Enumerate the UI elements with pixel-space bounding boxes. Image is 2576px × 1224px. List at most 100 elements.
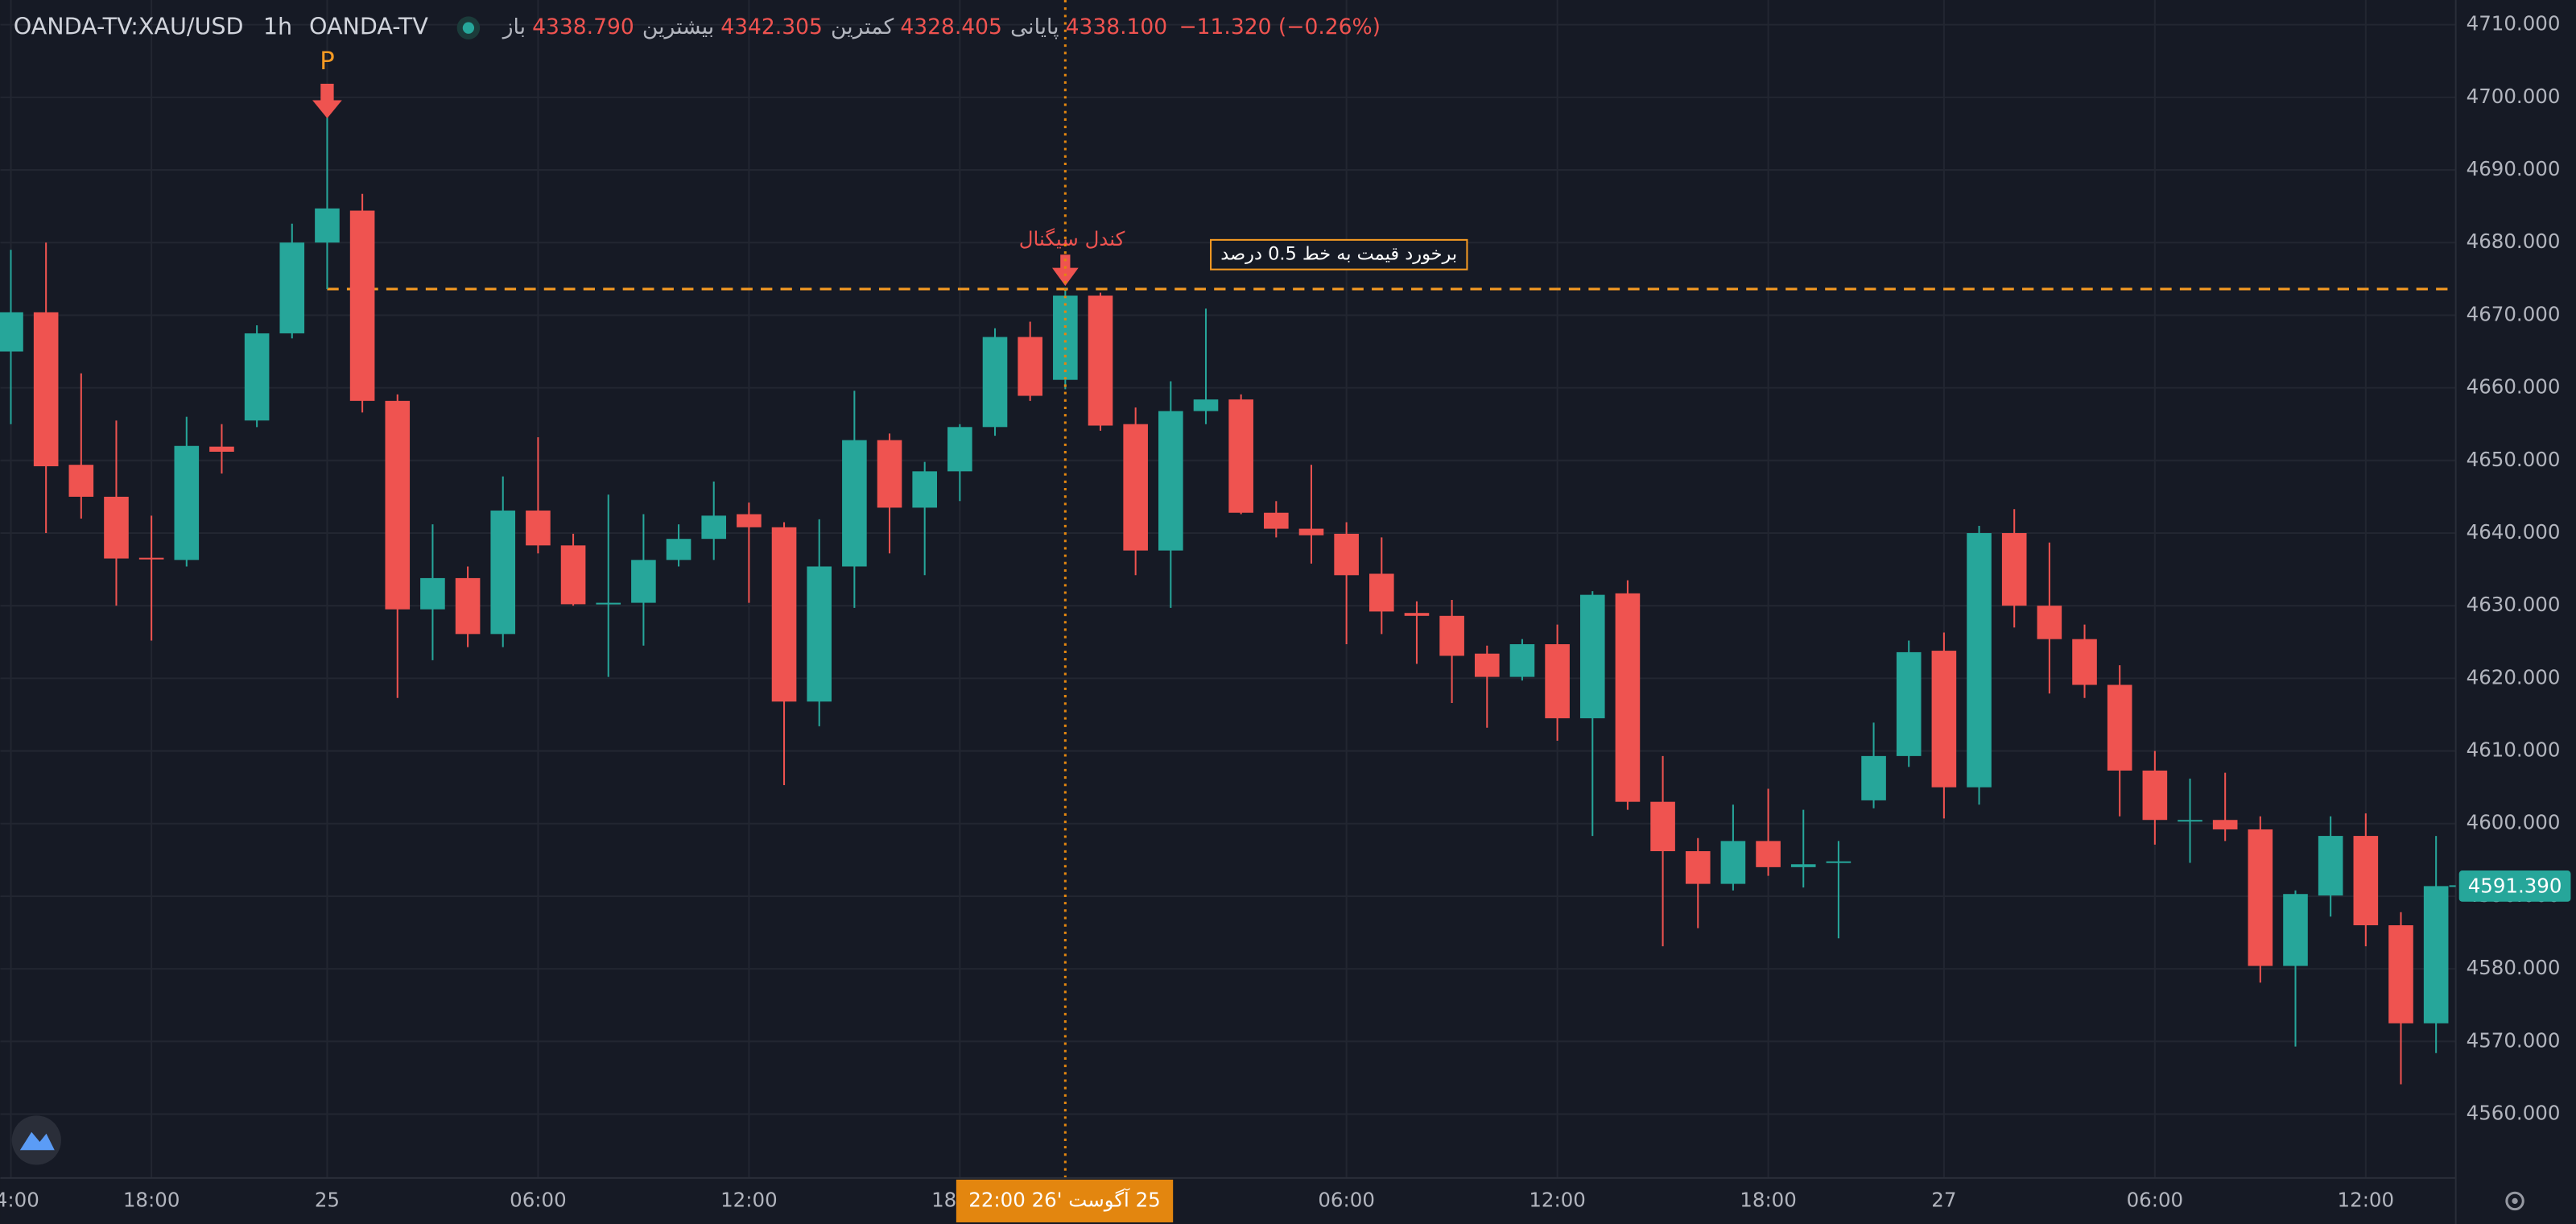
candle-body [1756, 841, 1781, 867]
candle-body [1931, 651, 1957, 788]
y-tick-label: 4630.000 [2467, 593, 2561, 616]
candle-body [1790, 864, 1816, 867]
candle-body [1018, 337, 1042, 396]
x-tick-label: 06:00 [2127, 1188, 2184, 1211]
candle-body [2037, 606, 2062, 639]
candle-body [244, 333, 270, 421]
candle-body [1228, 399, 1253, 513]
candle-body [912, 471, 937, 508]
candle-body [455, 577, 481, 635]
candle-body [0, 312, 23, 352]
candle-body [596, 602, 621, 605]
candle-body [2212, 820, 2238, 829]
y-tick-label: 4700.000 [2467, 85, 2561, 108]
ohlc-label: پایانی [1010, 14, 1059, 39]
candle-body [1896, 651, 1922, 756]
y-tick-label: 4570.000 [2467, 1028, 2561, 1052]
candle-body [209, 446, 234, 452]
candle-body [1826, 861, 1852, 863]
candle-body [1404, 613, 1430, 616]
y-tick-label: 4660.000 [2467, 375, 2561, 399]
candle-body [631, 560, 656, 603]
candle-body [1650, 801, 1675, 852]
y-tick-label: 4640.000 [2467, 520, 2561, 544]
x-tick-label: 14:00 [0, 1188, 39, 1211]
signal-arrow [1052, 254, 1079, 287]
candle-body [701, 515, 727, 540]
candle-body [279, 242, 305, 333]
interval[interactable]: 1h [263, 13, 292, 40]
candle-body [174, 445, 200, 560]
candle-body [104, 496, 129, 559]
candle-body [666, 539, 691, 560]
candle-body [947, 427, 972, 472]
x-tick-label: 18:00 [1740, 1188, 1797, 1211]
candle-body [560, 545, 586, 605]
candle-body [842, 440, 867, 567]
ohlc-value: 4338.790 [532, 14, 634, 39]
candle-body [2283, 894, 2308, 966]
candle-body [2248, 829, 2273, 966]
candle-body [526, 511, 551, 546]
candle-body [1685, 851, 1711, 884]
gear[interactable] [2505, 1191, 2524, 1211]
candle-body [1368, 573, 1394, 612]
logo[interactable] [11, 1115, 61, 1165]
candle-body [1264, 512, 1289, 529]
ohlc-value: 4328.405 [900, 14, 1002, 39]
x-tick-label: 12:00 [2338, 1188, 2395, 1211]
status-dot [462, 22, 475, 34]
y-tick-label: 4600.000 [2467, 811, 2561, 834]
candle-body [68, 465, 94, 497]
hline-label: برخورد قیمت به خط 0.5 درصد [1220, 244, 1457, 265]
candle-body [2072, 639, 2097, 685]
x-tick-label: 12:00 [720, 1188, 778, 1211]
x-tick-label: 25 [315, 1188, 340, 1211]
candle-body [315, 208, 340, 243]
candle-body [982, 337, 1008, 428]
hline-label-box [1210, 238, 1468, 271]
x-tick-label: 27 [1931, 1188, 1956, 1211]
candle-body [1861, 755, 1886, 800]
candle-body [1439, 615, 1464, 656]
plot: برخورد قیمت به خط 0.5 درصد P کندل سیگنال [0, 0, 2456, 1178]
candle-body [2001, 532, 2027, 606]
x-tick-label: 18:00 [123, 1188, 180, 1211]
x-tick-label: 06:00 [1318, 1188, 1375, 1211]
candle-body [1545, 643, 1570, 718]
source: OANDA-TV [309, 13, 428, 40]
change: −11.320 (−0.26%) [1179, 14, 1381, 39]
pivot-label: P [320, 48, 334, 76]
y-tick-label: 4610.000 [2467, 738, 2561, 762]
y-tick-label: 4620.000 [2467, 665, 2561, 688]
candle-body [1967, 532, 1992, 788]
candle-body [33, 312, 59, 467]
candle-body [1158, 411, 1183, 551]
candle-body [877, 440, 902, 508]
candle-body [1193, 399, 1219, 411]
candle-body [1123, 424, 1148, 551]
candle-body [1509, 643, 1535, 677]
candle-body [2142, 770, 2168, 821]
candle-body [2318, 836, 2343, 896]
candle-body [1088, 296, 1113, 426]
logo-mark [19, 1131, 55, 1151]
candle-body [2388, 925, 2413, 1023]
last-price-label: 4591.390 [2468, 874, 2562, 897]
symbol[interactable]: OANDA-TV:XAU/USD [14, 13, 244, 40]
candle-body [138, 557, 164, 560]
candle-body [490, 511, 516, 635]
candle-body [1053, 296, 1078, 380]
candle-body [2353, 836, 2379, 926]
header: OANDA-TV:XAU/USD 1h OANDA-TV باز 4338.790… [14, 13, 1381, 40]
crosshair-label: 25 آگوست '26 22:00 [968, 1188, 1160, 1211]
settings-icon[interactable] [2505, 1191, 2524, 1211]
gear-center [2512, 1197, 2518, 1205]
y-tick-label: 4670.000 [2467, 302, 2561, 325]
candle-body [1334, 533, 1359, 576]
candle-body [2107, 684, 2132, 771]
y-tick-label: 4560.000 [2467, 1102, 2561, 1125]
